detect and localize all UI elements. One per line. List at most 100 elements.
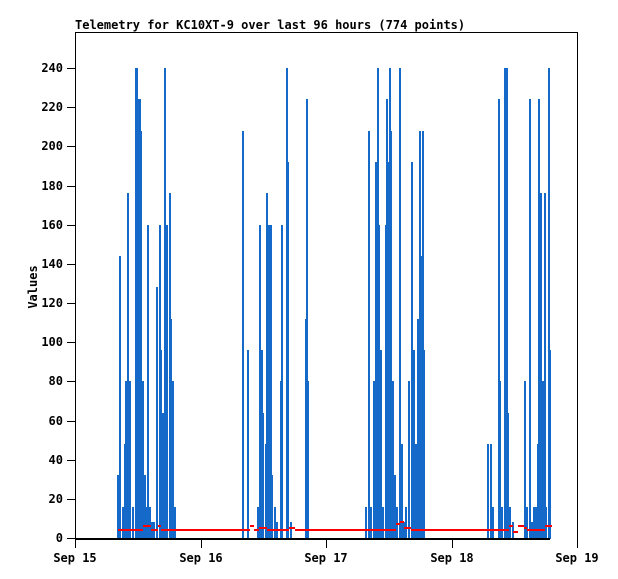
threshold-segment xyxy=(254,529,259,531)
telemetry-spike xyxy=(506,68,508,539)
x-tick-label: Sep 15 xyxy=(53,551,97,565)
telemetry-spike xyxy=(549,350,551,539)
telemetry-spike xyxy=(160,350,162,539)
y-tick-label: 220 xyxy=(41,100,63,114)
zero-baseline xyxy=(75,538,550,540)
y-axis-tick xyxy=(67,225,75,226)
telemetry-spike xyxy=(306,99,308,539)
telemetry-spike xyxy=(147,225,149,539)
y-tick-label: 100 xyxy=(41,335,63,349)
x-axis-tick xyxy=(326,540,327,548)
threshold-segment xyxy=(524,527,527,529)
threshold-segment xyxy=(250,525,254,527)
telemetry-spike xyxy=(170,319,172,539)
y-axis-tick xyxy=(67,303,75,304)
y-tick-label: 180 xyxy=(41,179,63,193)
telemetry-spike xyxy=(504,68,506,539)
telemetry-spike xyxy=(281,225,283,539)
y-axis-tick xyxy=(67,186,75,187)
x-tick-label: Sep 19 xyxy=(555,551,599,565)
y-tick-label: 0 xyxy=(55,531,63,545)
y-axis-tick xyxy=(67,146,75,147)
threshold-segment xyxy=(267,529,289,531)
threshold-segment xyxy=(295,529,396,531)
telemetry-spike xyxy=(487,444,489,539)
telemetry-spike xyxy=(535,507,537,539)
plot-area xyxy=(75,32,577,540)
telemetry-spike xyxy=(419,131,421,539)
telemetry-spike xyxy=(149,507,151,539)
y-tick-label: 140 xyxy=(41,257,63,271)
y-axis-tick xyxy=(67,460,75,461)
telemetry-spike xyxy=(270,225,272,539)
y-tick-label: 160 xyxy=(41,218,63,232)
telemetry-spike xyxy=(540,193,542,539)
threshold-segment xyxy=(527,529,545,531)
telemetry-spike xyxy=(401,444,403,539)
threshold-segment xyxy=(158,525,161,527)
telemetry-spike xyxy=(423,350,425,539)
telemetry-spike xyxy=(542,381,544,539)
telemetry-spike xyxy=(380,350,382,539)
telemetry-spike xyxy=(247,350,249,539)
telemetry-spike xyxy=(365,507,367,539)
threshold-segment xyxy=(161,529,250,531)
y-tick-label: 20 xyxy=(48,492,63,506)
threshold-segment xyxy=(400,521,404,523)
threshold-segment xyxy=(545,525,552,527)
telemetry-spike xyxy=(162,413,164,539)
y-axis-tick xyxy=(67,499,75,500)
telemetry-spike xyxy=(403,522,405,539)
telemetry-spike xyxy=(307,381,309,539)
threshold-segment xyxy=(289,527,295,529)
telemetry-spike xyxy=(373,381,375,539)
telemetry-spike xyxy=(274,507,276,539)
telemetry-spike xyxy=(524,381,526,539)
telemetry-spike xyxy=(544,193,546,539)
telemetry-spike xyxy=(122,507,124,539)
telemetry-spike xyxy=(417,319,419,539)
telemetry-spike xyxy=(271,475,273,539)
y-tick-label: 120 xyxy=(41,296,63,310)
telemetry-spike xyxy=(399,68,401,539)
telemetry-spike xyxy=(370,507,372,539)
y-axis-tick xyxy=(67,107,75,108)
y-tick-label: 240 xyxy=(41,61,63,75)
telemetry-spike xyxy=(548,68,550,539)
y-axis-tick xyxy=(67,421,75,422)
telemetry-spike xyxy=(266,193,268,539)
telemetry-spike xyxy=(394,475,396,539)
telemetry-spike xyxy=(392,381,394,539)
telemetry-spike xyxy=(538,99,540,539)
telemetry-spike xyxy=(533,507,535,539)
telemetry-spike xyxy=(422,131,424,539)
x-axis-tick xyxy=(201,540,202,548)
threshold-segment xyxy=(513,531,518,533)
threshold-segment xyxy=(151,529,158,531)
telemetry-spike xyxy=(501,507,503,539)
telemetry-spike xyxy=(174,507,176,539)
telemetry-spike xyxy=(387,162,389,539)
threshold-segment xyxy=(396,523,400,525)
x-tick-label: Sep 16 xyxy=(179,551,223,565)
telemetry-spike xyxy=(408,381,410,539)
telemetry-spike xyxy=(129,381,131,539)
telemetry-spike xyxy=(390,131,392,539)
telemetry-spike xyxy=(119,256,121,539)
telemetry-spike xyxy=(137,99,139,539)
telemetry-spike xyxy=(287,162,289,539)
telemetry-spike xyxy=(507,413,509,539)
telemetry-spike xyxy=(242,131,244,539)
telemetry-spike xyxy=(490,444,492,539)
x-axis-tick xyxy=(577,540,578,548)
y-tick-label: 80 xyxy=(48,374,63,388)
telemetry-spike xyxy=(127,193,129,539)
telemetry-spike xyxy=(368,131,370,539)
telemetry-spike xyxy=(156,287,158,539)
telemetry-spike xyxy=(172,381,174,539)
telemetry-spike xyxy=(375,162,377,539)
telemetry-spike xyxy=(526,507,528,539)
telemetry-spike xyxy=(164,68,166,539)
x-axis-tick xyxy=(75,540,76,548)
telemetry-spike xyxy=(509,507,511,539)
